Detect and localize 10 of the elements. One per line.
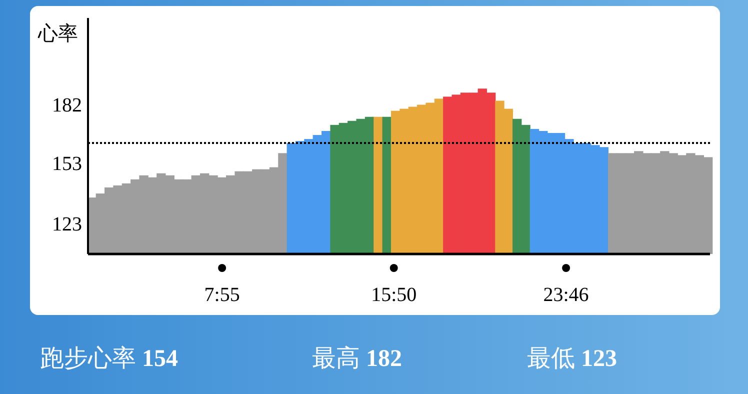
y-tick-label: 182: [52, 94, 82, 117]
x-tick-label: 7:55: [204, 284, 240, 306]
y-axis-title: 心率: [37, 23, 78, 45]
y-tick-label: 153: [52, 153, 82, 176]
y-tick-label: 123: [52, 214, 82, 236]
text: 跑步心率 154: [40, 345, 178, 372]
x-tick-label: 15:50: [371, 284, 417, 306]
text: 最高 182: [312, 345, 402, 372]
x-tick-label: 23:46: [543, 284, 589, 306]
text: 最低 123: [527, 346, 617, 372]
